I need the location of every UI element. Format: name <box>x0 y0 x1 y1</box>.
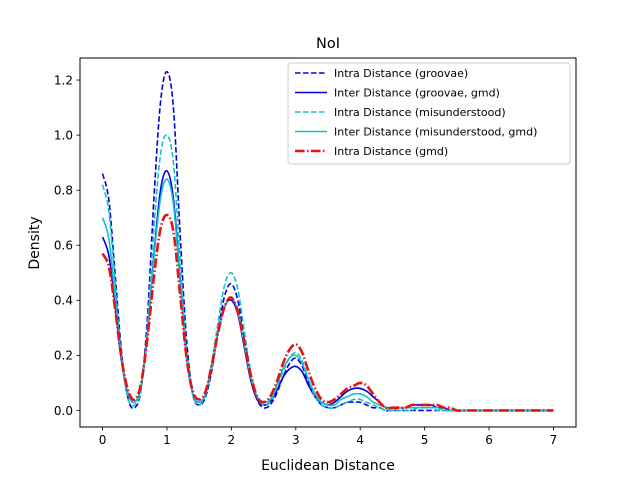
legend-label: Inter Distance (misunderstood, gmd) <box>334 126 537 139</box>
y-axis-label: Density <box>27 216 43 269</box>
series-layer <box>101 70 554 412</box>
plot-frame <box>79 57 577 428</box>
y-tick-label: 0.2 <box>54 349 73 363</box>
legend-box <box>287 62 571 165</box>
y-tick-label: 0.4 <box>54 294 73 308</box>
series-line <box>101 178 554 412</box>
x-tick-label: 6 <box>485 433 493 447</box>
y-axis: 0.0 0.2 0.4 0.6 0.8 1.0 1.2 <box>54 73 80 418</box>
x-axis-label: Euclidean Distance <box>261 458 395 474</box>
x-tick-label: 2 <box>228 433 236 447</box>
legend-label: Intra Distance (misunderstood) <box>334 106 506 119</box>
y-tick-label: 0.8 <box>54 183 73 197</box>
chart-title: NoI <box>316 36 340 52</box>
legend-label: Intra Distance (groovae) <box>334 67 468 80</box>
legend-label: Intra Distance (gmd) <box>334 145 448 158</box>
x-tick-label: 3 <box>292 433 300 447</box>
x-tick-label: 5 <box>421 433 429 447</box>
legend: Intra Distance (groovae) Inter Distance (… <box>287 62 571 165</box>
y-tick-label: 0.0 <box>54 404 73 418</box>
y-tick-label: 1.2 <box>54 73 73 87</box>
x-tick-label: 4 <box>356 433 364 447</box>
x-tick-label: 0 <box>99 433 107 447</box>
x-tick-label: 1 <box>163 433 171 447</box>
y-tick-label: 0.6 <box>54 239 73 253</box>
x-tick-label: 7 <box>550 433 558 447</box>
series-line <box>101 213 554 412</box>
x-axis: 0 1 2 3 4 5 6 7 <box>99 427 558 447</box>
y-tick-label: 1.0 <box>54 128 73 142</box>
legend-label: Inter Distance (groovae, gmd) <box>334 87 500 100</box>
